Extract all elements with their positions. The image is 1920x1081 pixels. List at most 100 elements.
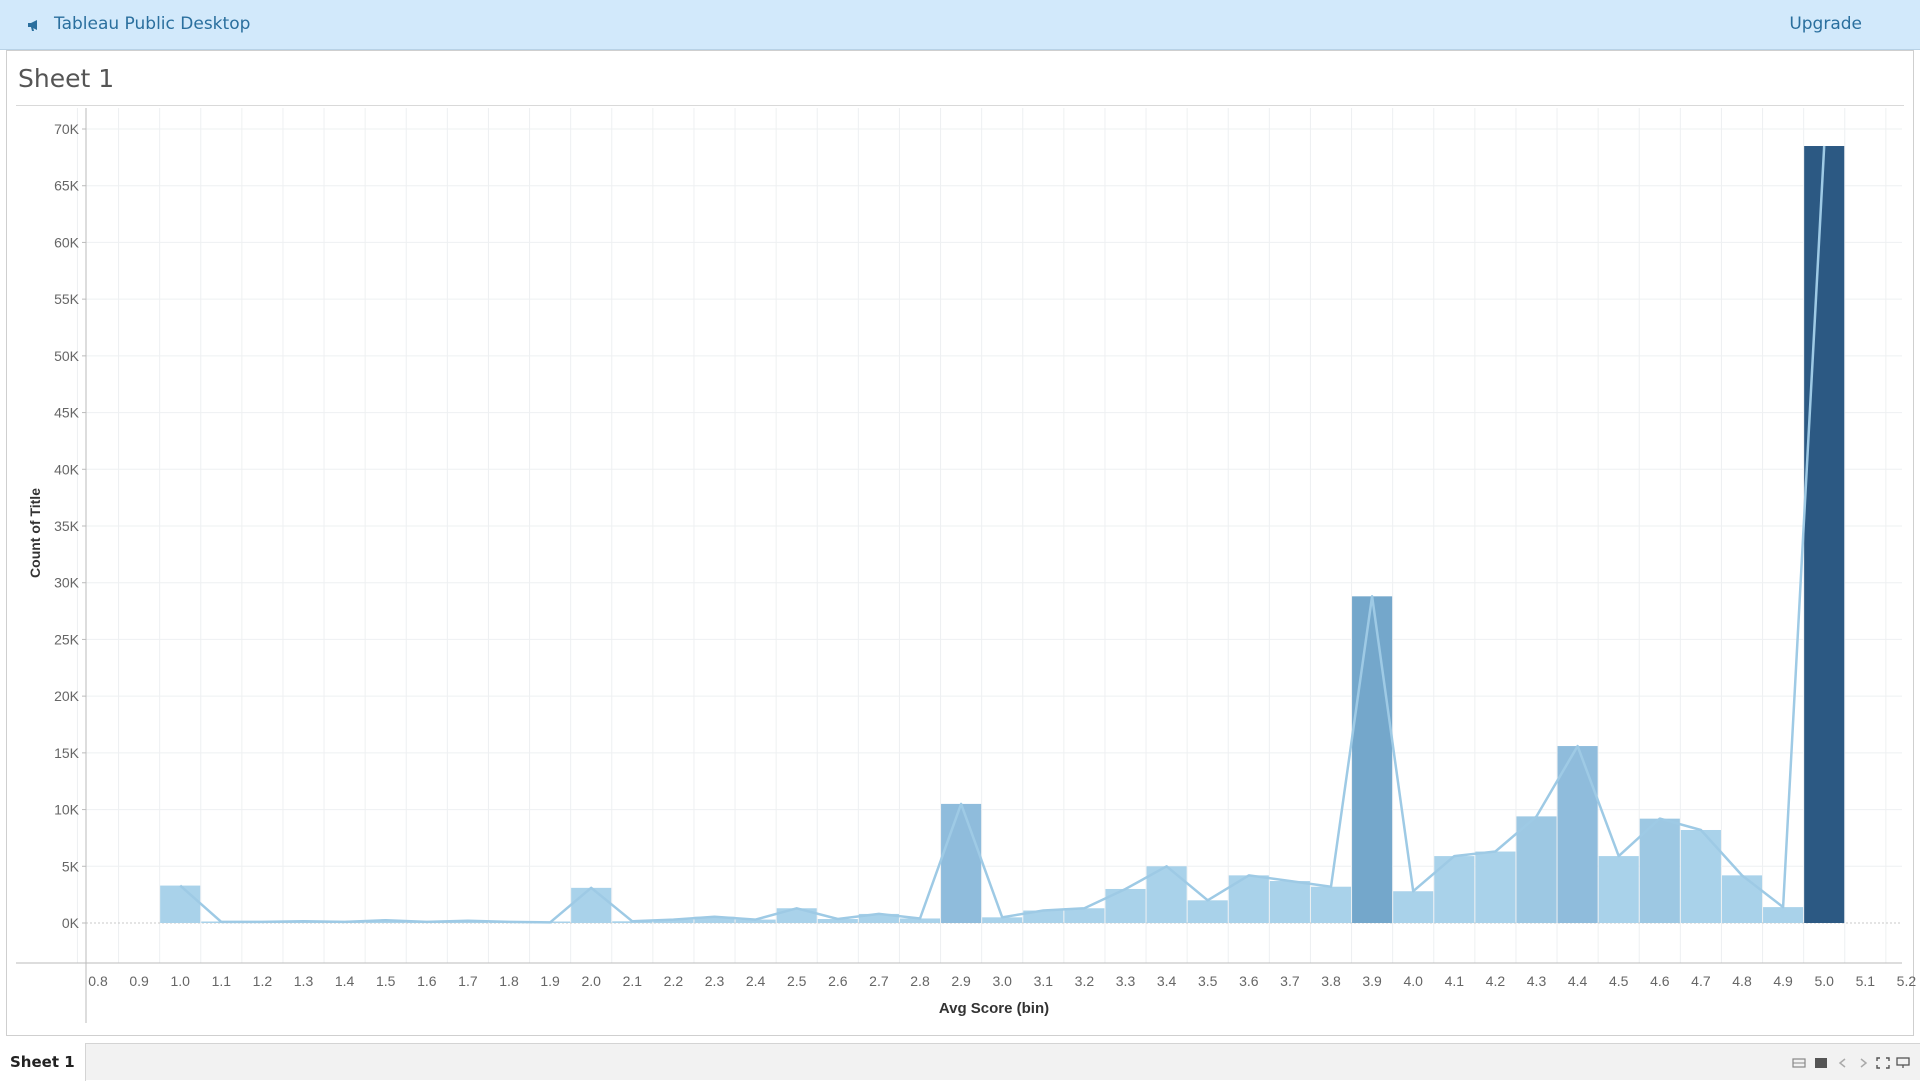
histogram-bar[interactable] (941, 803, 982, 923)
histogram-bar[interactable] (1475, 851, 1516, 923)
x-tick-label: 4.1 (1445, 973, 1465, 989)
x-tick-label: 2.3 (705, 973, 725, 989)
single-view-icon[interactable] (1814, 1057, 1828, 1069)
x-tick-label: 4.4 (1568, 973, 1588, 989)
x-tick-label: 2.4 (746, 973, 766, 989)
y-tick-label: 65K (54, 178, 80, 194)
x-tick-label: 3.1 (1034, 973, 1054, 989)
histogram-bar[interactable] (735, 919, 776, 923)
x-tick-label: 4.5 (1609, 973, 1629, 989)
histogram-bar[interactable] (365, 920, 406, 923)
top-bar: Tableau Public Desktop Upgrade (0, 0, 1920, 50)
title-divider (16, 105, 1904, 106)
histogram-bar[interactable] (982, 917, 1023, 923)
histogram-bar[interactable] (1804, 146, 1845, 923)
x-tick-label: 0.8 (88, 973, 108, 989)
x-tick-label: 3.2 (1075, 973, 1095, 989)
y-tick-label: 20K (54, 688, 80, 704)
histogram-bar[interactable] (776, 908, 817, 923)
x-tick-label: 2.5 (787, 973, 807, 989)
histogram-bar[interactable] (899, 918, 941, 923)
prev-icon[interactable] (1836, 1057, 1850, 1069)
x-tick-label: 2.9 (951, 973, 971, 989)
histogram-bar[interactable] (1393, 891, 1434, 923)
histogram-bar[interactable] (694, 916, 735, 923)
x-tick-label: 1.4 (335, 973, 355, 989)
x-tick-label: 4.3 (1527, 973, 1547, 989)
y-tick-label: 35K (54, 518, 80, 534)
upgrade-link[interactable]: Upgrade (1789, 14, 1862, 34)
histogram-bar[interactable] (1105, 888, 1146, 923)
fullscreen-icon[interactable] (1876, 1057, 1890, 1069)
series-line (179, 145, 1826, 924)
histogram-bar[interactable] (160, 885, 201, 923)
x-tick-label: 2.1 (623, 973, 643, 989)
y-tick-label: 60K (54, 234, 80, 250)
trend-line (179, 145, 1826, 924)
x-tick-label: 4.7 (1691, 973, 1711, 989)
histogram-bar[interactable] (1721, 875, 1763, 923)
x-tick-label: 1.9 (540, 973, 560, 989)
x-tick-label: 2.2 (664, 973, 684, 989)
y-tick-label: 45K (54, 405, 80, 421)
x-tick-label: 1.2 (253, 973, 273, 989)
x-tick-label: 3.4 (1157, 973, 1177, 989)
x-tick-label: 2.0 (581, 973, 601, 989)
x-tick-label: 4.9 (1773, 973, 1793, 989)
gridlines (76, 108, 1902, 963)
x-tick-label: 3.9 (1362, 973, 1382, 989)
x-tick-label: 3.0 (992, 973, 1012, 989)
sheet-tabs-bar: Sheet 1 (0, 1043, 1920, 1081)
histogram-bar[interactable] (1434, 856, 1475, 923)
histogram-bar[interactable] (817, 919, 858, 923)
histogram-bar[interactable] (571, 887, 612, 923)
x-tick-label: 0.9 (129, 973, 149, 989)
y-tick-label: 0K (62, 915, 80, 931)
x-tick-label: 4.0 (1403, 973, 1423, 989)
x-tick-label: 2.7 (869, 973, 889, 989)
x-tick-label: 3.5 (1198, 973, 1218, 989)
x-tick-label: 2.6 (828, 973, 848, 989)
x-tick-label: 1.1 (212, 973, 232, 989)
axes: 0K 5K 10K 15K 20K 25K 30K 35K 40K 45K 50K 55K 60K 65K… (16, 108, 1916, 1023)
y-tick-label: 70K (54, 121, 80, 137)
histogram-bar[interactable] (1023, 910, 1064, 923)
tab-sheet-1[interactable]: Sheet 1 (0, 1043, 86, 1081)
histogram-bar[interactable] (1352, 596, 1393, 923)
histogram-bar[interactable] (1639, 818, 1680, 923)
y-axis-title: Count of Title (27, 488, 43, 578)
app-title: Tableau Public Desktop (54, 14, 251, 34)
megaphone-icon (28, 20, 37, 31)
sheet-title: Sheet 1 (18, 64, 115, 93)
histogram-bar[interactable] (1187, 900, 1228, 923)
histogram-bar[interactable] (1269, 881, 1310, 923)
x-tick-label: 3.7 (1280, 973, 1300, 989)
next-icon[interactable] (1856, 1057, 1870, 1069)
histogram-bar[interactable] (1516, 816, 1557, 923)
y-tick-label: 5K (62, 858, 80, 874)
x-tick-label: 2.8 (910, 973, 930, 989)
x-tick-label: 4.8 (1732, 973, 1752, 989)
y-tick-label: 40K (54, 461, 80, 477)
histogram-bar[interactable] (1310, 886, 1352, 923)
x-tick-label: 1.6 (417, 973, 437, 989)
histogram-bar[interactable] (653, 919, 694, 923)
grid-view-icon[interactable] (1792, 1057, 1806, 1069)
histogram-bar[interactable] (1763, 907, 1804, 923)
y-tick-label: 10K (54, 802, 80, 818)
x-tick-label: 4.6 (1650, 973, 1670, 989)
x-tick-label: 1.7 (458, 973, 478, 989)
x-tick-label: 5.2 (1897, 973, 1917, 989)
histogram-bar[interactable] (1557, 746, 1598, 923)
y-tick-label: 30K (54, 575, 80, 591)
x-tick-label: 1.5 (376, 973, 396, 989)
histogram-bar[interactable] (1064, 908, 1105, 923)
x-tick-label: 4.2 (1486, 973, 1506, 989)
x-tick-label: 5.1 (1856, 973, 1876, 989)
x-tick-label: 1.8 (499, 973, 519, 989)
histogram-bar[interactable] (1598, 856, 1639, 923)
presentation-icon[interactable] (1896, 1057, 1910, 1069)
histogram-bar[interactable] (858, 913, 899, 923)
y-tick-label: 25K (54, 631, 80, 647)
